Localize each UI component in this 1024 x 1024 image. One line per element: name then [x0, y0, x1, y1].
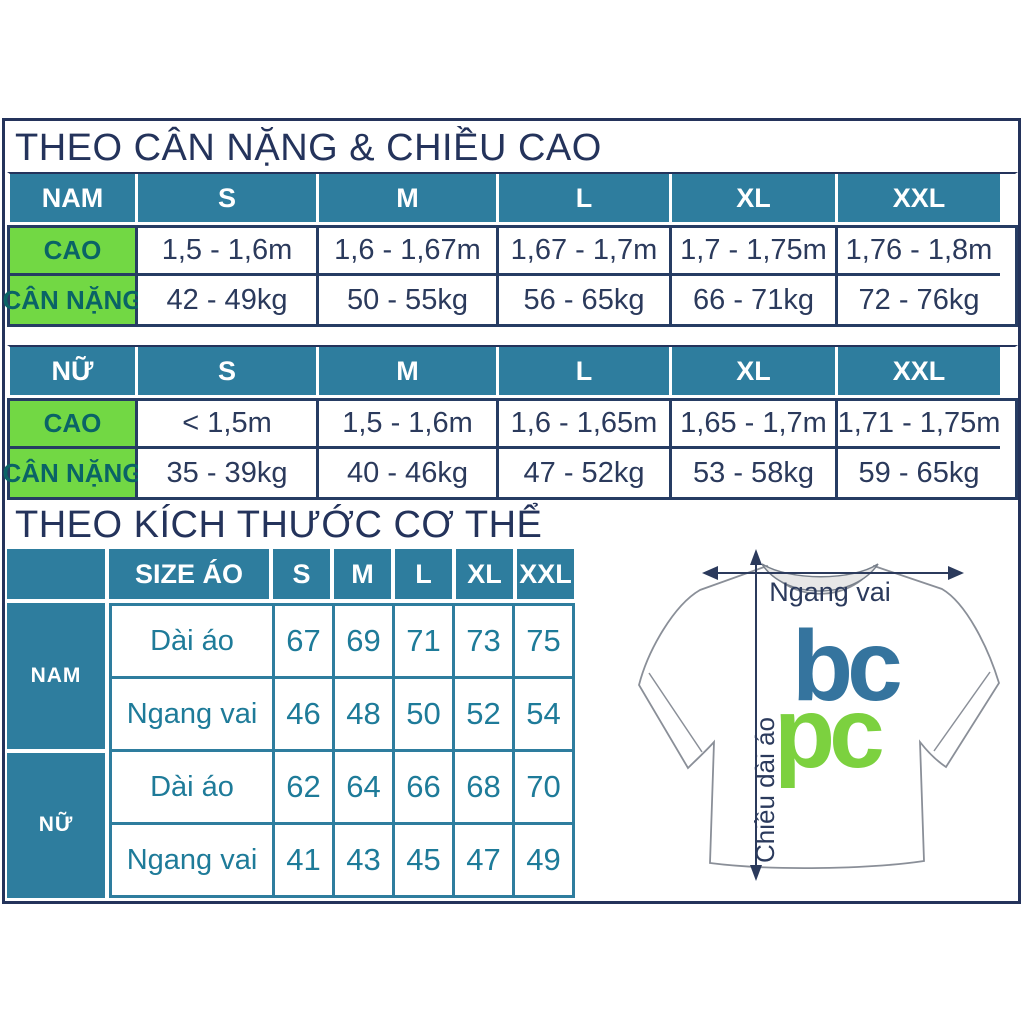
table-cell: 1,5 - 1,6m	[138, 228, 319, 276]
table-cell: 56 - 65kg	[499, 276, 672, 324]
table-cell: 71	[395, 606, 452, 676]
logo-bc: bc	[792, 610, 900, 722]
men-header-xxl: XXL	[838, 174, 1000, 222]
table-cell: 35 - 39kg	[138, 449, 319, 497]
table-cell: 62	[275, 752, 332, 822]
table-cell: 46	[275, 679, 332, 749]
left-cuff-line	[648, 672, 703, 753]
women-header-s: S	[138, 347, 319, 395]
arrowhead-down	[750, 865, 762, 881]
men-size-table: NAM S M L XL XXL CAO 1,5 - 1,6m 1,6 - 1,…	[2, 172, 1018, 327]
women-table-body: CAO < 1,5m 1,5 - 1,6m 1,6 - 1,65m 1,65 -…	[2, 398, 1018, 500]
gender-group-column: NAM NỮ	[7, 603, 105, 898]
table-cell: 48	[335, 679, 392, 749]
logo-pc: pc	[774, 677, 882, 789]
table-cell: 69	[335, 606, 392, 676]
size-header-xl: XL	[456, 549, 513, 599]
table-cell: 43	[335, 825, 392, 895]
table-cell: 53 - 58kg	[672, 449, 838, 497]
body-measure-table: SIZE ÁO S M L XL XXL NAM NỮ Dài áo 67 69…	[7, 549, 582, 898]
table-cell: 54	[515, 679, 572, 749]
right-cuff-line	[933, 671, 991, 752]
women-row-weight-label: CÂN NẶNG	[2, 449, 143, 497]
table-cell: 52	[455, 679, 512, 749]
corner-cell	[7, 549, 105, 599]
men-table-body: CAO 1,5 - 1,6m 1,6 - 1,67m 1,67 - 1,7m 1…	[2, 225, 1018, 327]
table-cell: 41	[275, 825, 332, 895]
size-header-xxl: XXL	[517, 549, 574, 599]
body-measure-header-row: SIZE ÁO S M L XL XXL	[7, 549, 582, 599]
table-cell: 42 - 49kg	[138, 276, 319, 324]
row-label: Dài áo	[112, 606, 272, 676]
table-cell: 50 - 55kg	[319, 276, 499, 324]
size-header-s: S	[273, 549, 330, 599]
women-header-xl: XL	[672, 347, 838, 395]
men-table-header-row: NAM S M L XL XXL	[7, 172, 1018, 222]
women-header-m: M	[319, 347, 499, 395]
men-header-m: M	[319, 174, 499, 222]
table-cell: 70	[515, 752, 572, 822]
table-cell: 75	[515, 606, 572, 676]
table-cell: 47	[455, 825, 512, 895]
table-cell: 1,6 - 1,67m	[319, 228, 499, 276]
arrowhead-left	[702, 566, 718, 580]
table-cell: 64	[335, 752, 392, 822]
men-header-l: L	[499, 174, 672, 222]
table-cell: 1,65 - 1,7m	[672, 401, 838, 449]
women-header-xxl: XXL	[838, 347, 1000, 395]
length-label: Chiều dài áo	[750, 717, 780, 863]
table-cell: 1,76 - 1,8m	[838, 228, 1000, 276]
size-header-l: L	[395, 549, 452, 599]
row-label: Dài áo	[112, 752, 272, 822]
table-cell: 50	[395, 679, 452, 749]
women-table-header-row: NỮ S M L XL XXL	[7, 345, 1018, 395]
men-header-xl: XL	[672, 174, 838, 222]
arrowhead-up	[750, 549, 762, 565]
table-cell: 45	[395, 825, 452, 895]
row-label: Ngang vai	[112, 679, 272, 749]
table-cell: 1,71 - 1,75m	[838, 401, 1000, 449]
women-row-height-label: CAO	[10, 401, 138, 449]
size-ao-header: SIZE ÁO	[109, 549, 269, 599]
row-label: Ngang vai	[112, 825, 272, 895]
section2-title: THEO KÍCH THƯỚC CƠ THỂ	[15, 504, 543, 546]
group-nu: NỮ	[7, 752, 105, 898]
collar	[761, 563, 879, 592]
size-header-m: M	[334, 549, 391, 599]
women-header-l: L	[499, 347, 672, 395]
women-header-gender: NỮ	[10, 347, 138, 395]
table-cell: 59 - 65kg	[838, 449, 1000, 497]
table-cell: 68	[455, 752, 512, 822]
tshirt-diagram: Ngang vai Chiều dài áo bc pc	[638, 549, 1000, 881]
size-chart-frame: THEO CÂN NẶNG & CHIỀU CAO NAM S M L XL X…	[2, 118, 1021, 904]
table-cell: 67	[275, 606, 332, 676]
table-cell: 72 - 76kg	[838, 276, 1000, 324]
group-nam: NAM	[7, 603, 105, 749]
table-cell: 1,6 - 1,65m	[499, 401, 672, 449]
women-size-table: NỮ S M L XL XXL CAO < 1,5m 1,5 - 1,6m 1,…	[2, 345, 1018, 500]
table-cell: 66 - 71kg	[672, 276, 838, 324]
body-measure-grid: Dài áo 67 69 71 73 75 Ngang vai 46 48 50…	[109, 603, 575, 898]
men-row-weight-label: CÂN NẶNG	[2, 276, 143, 324]
men-row-height-label: CAO	[10, 228, 138, 276]
table-cell: 1,7 - 1,75m	[672, 228, 838, 276]
table-cell: 1,67 - 1,7m	[499, 228, 672, 276]
table-cell: 1,5 - 1,6m	[319, 401, 499, 449]
table-cell: < 1,5m	[138, 401, 319, 449]
table-cell: 73	[455, 606, 512, 676]
men-header-gender: NAM	[10, 174, 138, 222]
section1-title: THEO CÂN NẶNG & CHIỀU CAO	[15, 127, 602, 169]
arrowhead-right	[948, 566, 964, 580]
men-header-s: S	[138, 174, 319, 222]
table-cell: 49	[515, 825, 572, 895]
table-cell: 40 - 46kg	[319, 449, 499, 497]
shoulder-width-label: Ngang vai	[769, 577, 891, 607]
table-cell: 66	[395, 752, 452, 822]
table-cell: 47 - 52kg	[499, 449, 672, 497]
